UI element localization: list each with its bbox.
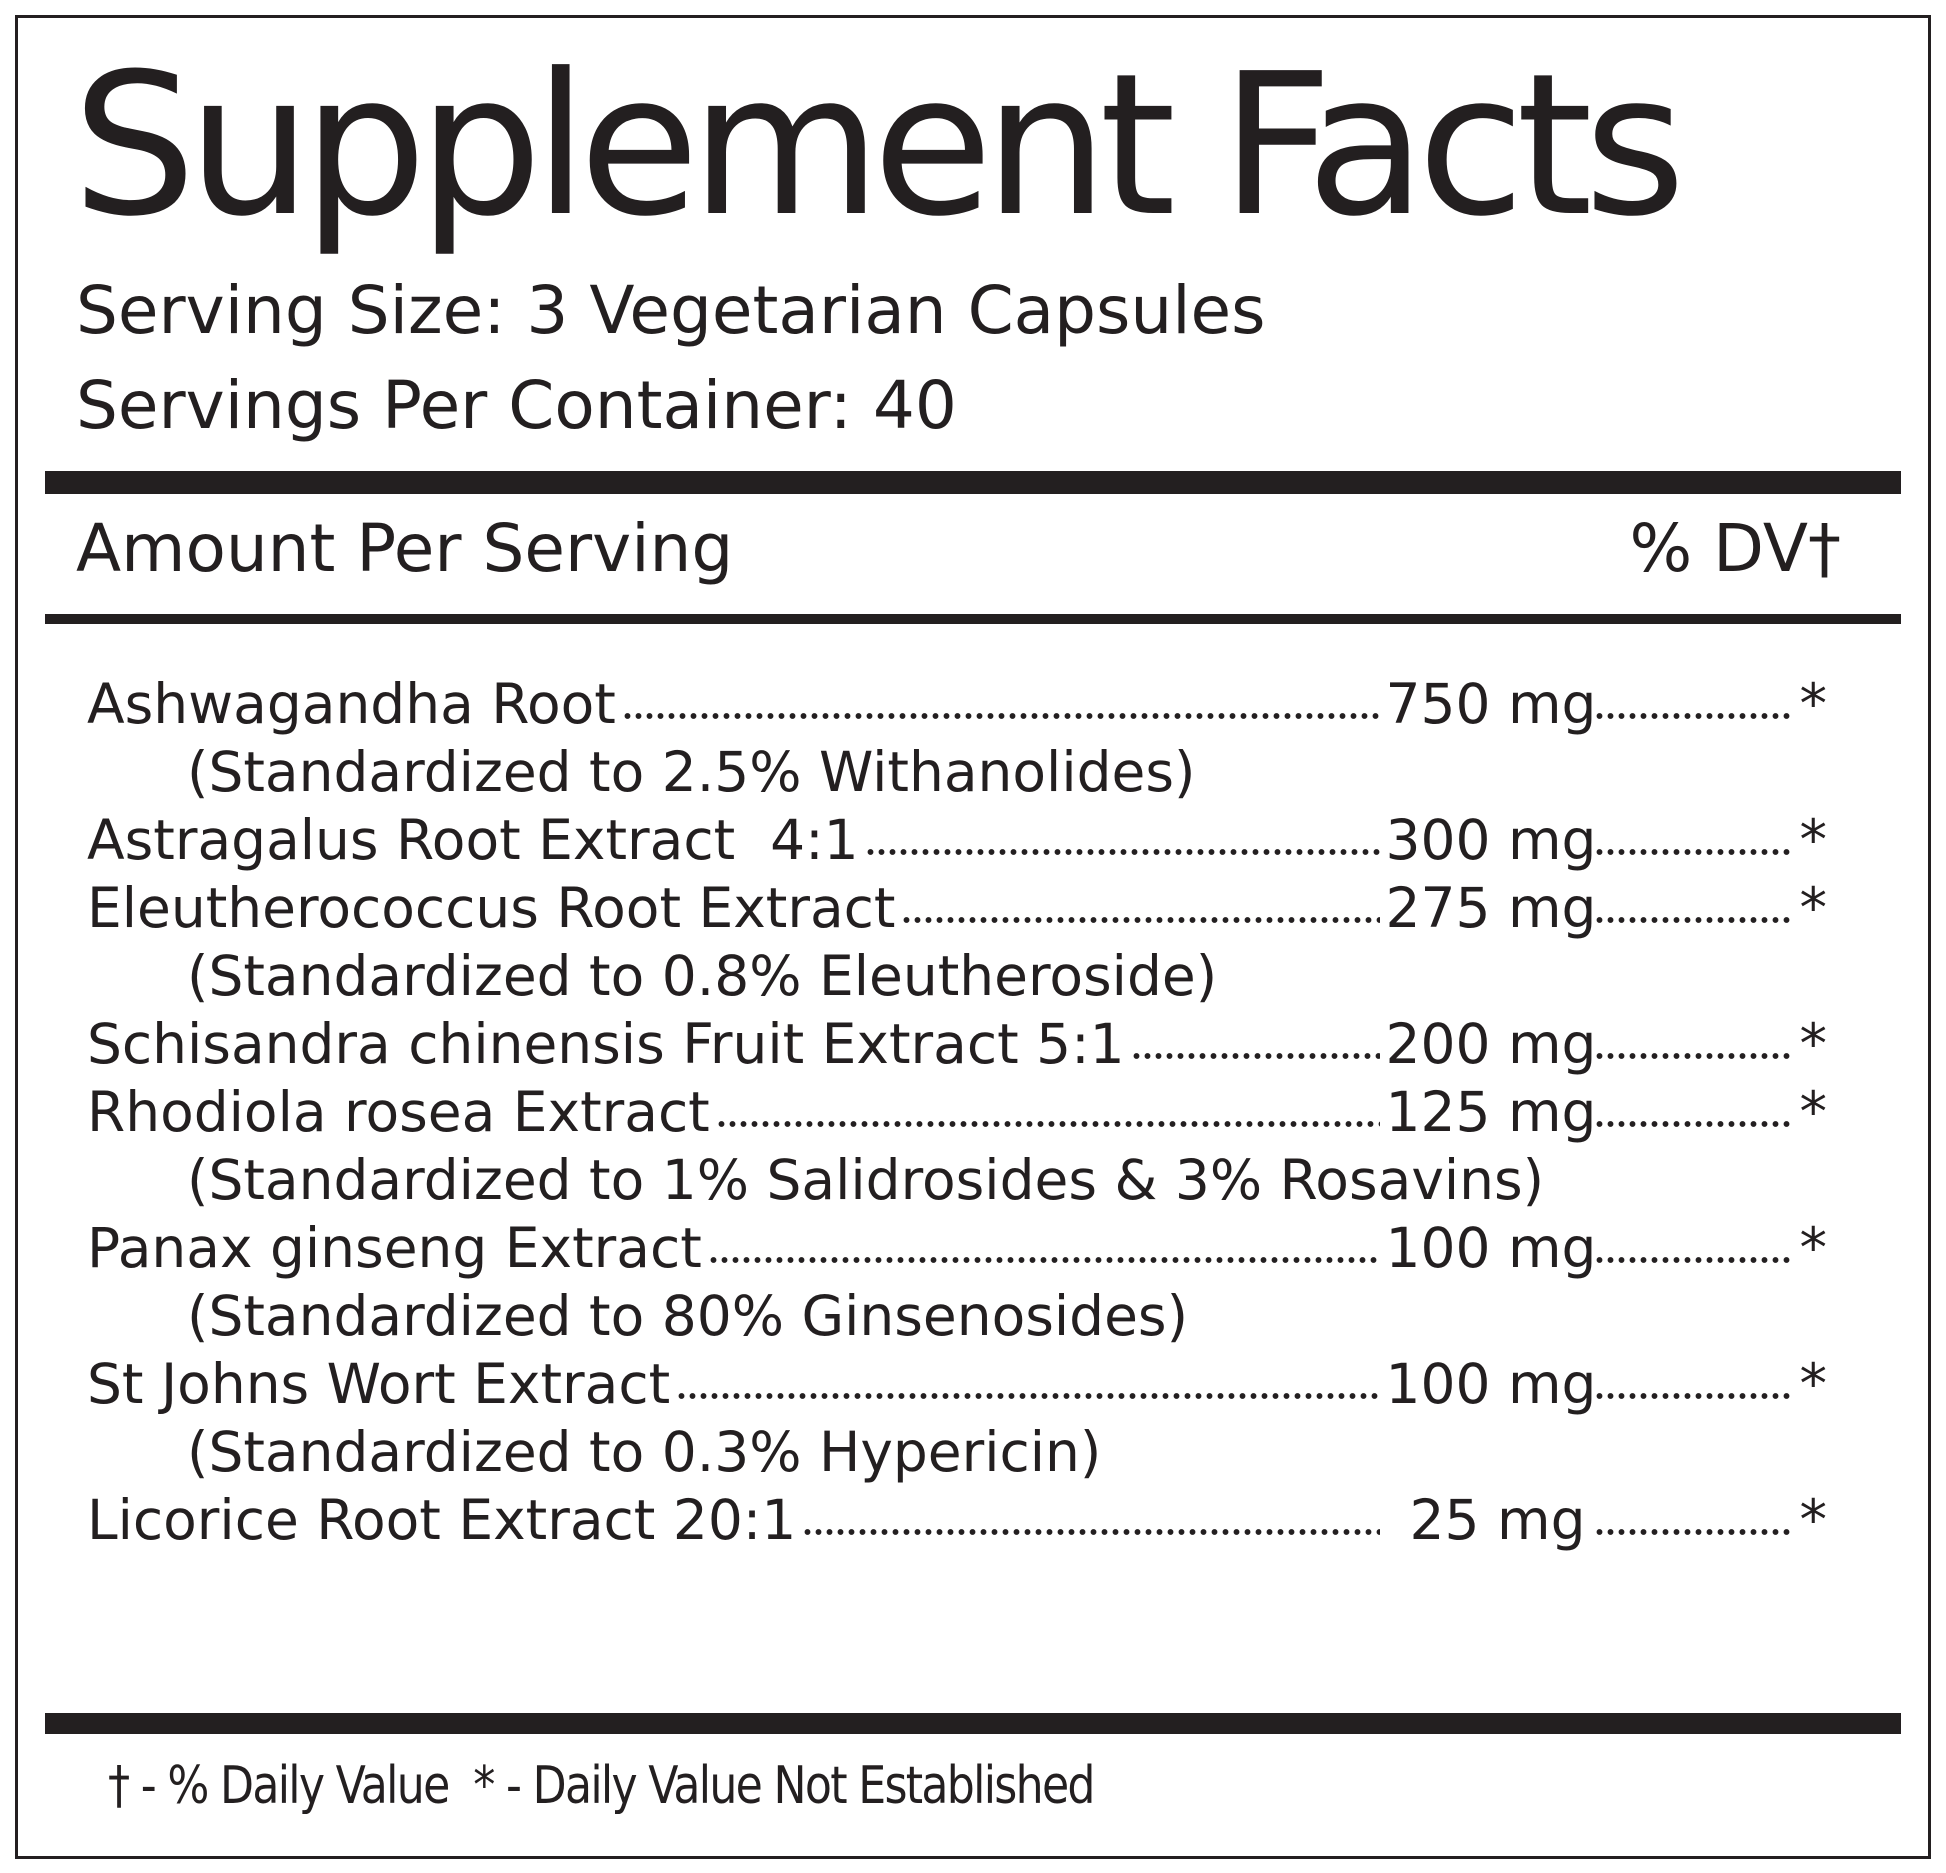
ingredient-row: Ashwagandha Root 750 mg * xyxy=(87,670,1827,738)
ingredient-name: Panax ginseng Extract xyxy=(87,1216,702,1280)
footnote: † - % Daily Value * - Daily Value Not Es… xyxy=(108,1756,1096,1816)
ingredient-name: Eleutherococcus Root Extract xyxy=(87,876,896,940)
ingredient-note: (Standardized to 0.8% Eleutheroside) xyxy=(187,944,1218,1008)
serving-size: Serving Size: 3 Vegetarian Capsules xyxy=(76,272,1266,349)
divider xyxy=(45,1713,1901,1734)
ingredient-note: (Standardized to 2.5% Withanolides) xyxy=(187,740,1196,804)
divider xyxy=(45,471,1901,494)
dot-leader xyxy=(707,1253,1380,1267)
ingredient-name: Astragalus Root Extract 4:1 xyxy=(87,808,859,872)
dot-leader xyxy=(802,1525,1380,1539)
ingredient-name: Ashwagandha Root xyxy=(87,672,616,736)
ingredient-name: Schisandra chinensis Fruit Extract 5:1 xyxy=(87,1012,1125,1076)
ingredient-amount: 275 mg xyxy=(1385,876,1597,940)
ingredient-dv: * xyxy=(1799,1352,1828,1416)
ingredient-note-row: (Standardized to 1% Salidrosides & 3% Ro… xyxy=(87,1146,1827,1214)
ingredient-row: Schisandra chinensis Fruit Extract 5:1 20… xyxy=(87,1010,1827,1078)
dot-leader xyxy=(1593,1389,1794,1403)
ingredient-dv: * xyxy=(1799,808,1828,872)
amount-header: Amount Per Serving xyxy=(76,510,734,587)
dot-leader xyxy=(1593,709,1794,723)
ingredient-dv: * xyxy=(1799,876,1828,940)
dot-leader xyxy=(715,1117,1380,1131)
dot-leader xyxy=(1593,913,1794,927)
dot-leader xyxy=(1593,1525,1794,1539)
label-border xyxy=(15,15,1931,1859)
ingredient-note-row: (Standardized to 0.3% Hypericin) xyxy=(87,1418,1827,1486)
ingredient-dv: * xyxy=(1799,1080,1828,1144)
ingredient-amount: 100 mg xyxy=(1385,1216,1597,1280)
divider xyxy=(45,614,1901,624)
dot-leader xyxy=(1593,1049,1794,1063)
dot-leader xyxy=(676,1389,1380,1403)
ingredient-note: (Standardized to 80% Ginsenosides) xyxy=(187,1284,1189,1348)
ingredient-note: (Standardized to 0.3% Hypericin) xyxy=(187,1420,1102,1484)
dot-leader xyxy=(1130,1049,1380,1063)
ingredient-name: St Johns Wort Extract xyxy=(87,1352,671,1416)
ingredient-row: Eleutherococcus Root Extract 275 mg * xyxy=(87,874,1827,942)
dot-leader xyxy=(864,845,1380,859)
ingredient-row: Panax ginseng Extract 100 mg * xyxy=(87,1214,1827,1282)
servings-per-container: Servings Per Container: 40 xyxy=(76,367,957,444)
title: Supplement Facts xyxy=(72,32,1686,260)
ingredient-dv: * xyxy=(1799,672,1828,736)
ingredient-name: Licorice Root Extract 20:1 xyxy=(87,1488,797,1552)
dot-leader xyxy=(901,913,1380,927)
dot-leader xyxy=(1593,845,1794,859)
ingredient-note: (Standardized to 1% Salidrosides & 3% Ro… xyxy=(187,1148,1545,1212)
ingredient-row: St Johns Wort Extract 100 mg * xyxy=(87,1350,1827,1418)
ingredient-amount: 125 mg xyxy=(1385,1080,1597,1144)
ingredient-amount: 200 mg xyxy=(1385,1012,1597,1076)
dv-header: % DV† xyxy=(1629,510,1841,587)
ingredient-note-row: (Standardized to 0.8% Eleutheroside) xyxy=(87,942,1827,1010)
dot-leader xyxy=(621,709,1380,723)
ingredient-amount: 25 mg xyxy=(1409,1488,1586,1552)
ingredient-row: Licorice Root Extract 20:1 25 mg * xyxy=(87,1486,1827,1554)
dot-leader xyxy=(1593,1117,1794,1131)
ingredient-name: Rhodiola rosea Extract xyxy=(87,1080,710,1144)
ingredient-note-row: (Standardized to 2.5% Withanolides) xyxy=(87,738,1827,806)
ingredient-amount: 300 mg xyxy=(1385,808,1597,872)
ingredient-amount: 750 mg xyxy=(1385,672,1597,736)
ingredient-row: Astragalus Root Extract 4:1 300 mg * xyxy=(87,806,1827,874)
dot-leader xyxy=(1593,1253,1794,1267)
ingredient-note-row: (Standardized to 80% Ginsenosides) xyxy=(87,1282,1827,1350)
ingredient-row: Rhodiola rosea Extract 125 mg * xyxy=(87,1078,1827,1146)
ingredient-dv: * xyxy=(1799,1012,1828,1076)
ingredient-dv: * xyxy=(1799,1216,1828,1280)
ingredient-amount: 100 mg xyxy=(1385,1352,1597,1416)
ingredient-dv: * xyxy=(1799,1488,1828,1552)
ingredient-list: Ashwagandha Root 750 mg * (Standardized to … xyxy=(87,670,1827,1554)
